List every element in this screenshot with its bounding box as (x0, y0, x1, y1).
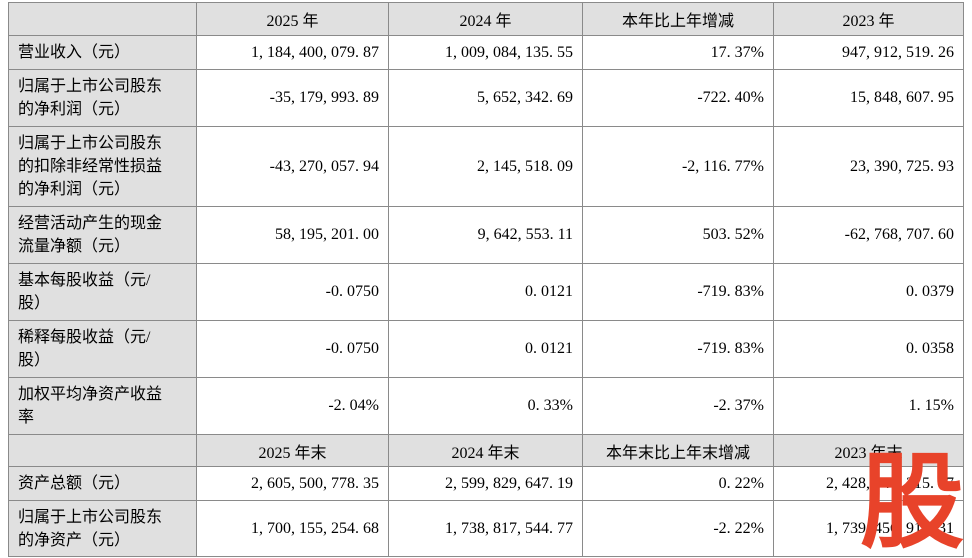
value-cell: -722. 40% (582, 69, 774, 127)
financial-summary-table: 2025 年 2024 年 本年比上年增减 2023 年 营业收入（元） 1, … (8, 2, 964, 557)
row-label: 归属于上市公司股东 的净利润（元） (8, 69, 197, 127)
value-cell: -2. 37% (582, 377, 774, 435)
value-cell: 2, 428, 047, 315. 17 (773, 466, 964, 501)
table-header-row-period: 2025 年 2024 年 本年比上年增减 2023 年 (8, 2, 964, 36)
value-cell: 0. 0121 (388, 263, 583, 321)
value-cell: 0. 33% (388, 377, 583, 435)
value-cell: 15, 848, 607. 95 (773, 69, 964, 127)
value-cell: 1, 738, 817, 544. 77 (388, 500, 583, 557)
value-cell: 1, 184, 400, 079. 87 (196, 35, 389, 70)
value-cell: 1, 009, 084, 135. 55 (388, 35, 583, 70)
value-cell: 0. 22% (582, 466, 774, 501)
value-cell: -2. 04% (196, 377, 389, 435)
value-cell: 0. 0358 (773, 320, 964, 378)
table-row-deducted-net-profit: 归属于上市公司股东 的扣除非经常性损益 的净利润（元） -43, 270, 05… (8, 126, 964, 207)
value-cell: -62, 768, 707. 60 (773, 206, 964, 264)
col-header-yoy-change: 本年比上年增减 (582, 2, 774, 36)
table-row-operating-cash-flow: 经营活动产生的现金 流量净额（元） 58, 195, 201. 00 9, 64… (8, 206, 964, 264)
value-cell: 2, 145, 518. 09 (388, 126, 583, 207)
col-header-2025: 2025 年 (196, 2, 389, 36)
col-header-2023-yearend: 2023 年末 (773, 434, 964, 467)
table-row-weighted-avg-roe: 加权平均净资产收益 率 -2. 04% 0. 33% -2. 37% 1. 15… (8, 377, 964, 435)
row-label: 稀释每股收益（元/ 股） (8, 320, 197, 378)
value-cell: 0. 0379 (773, 263, 964, 321)
corner-cell (8, 2, 197, 36)
value-cell: 2, 605, 500, 778. 35 (196, 466, 389, 501)
table-row-net-profit: 归属于上市公司股东 的净利润（元） -35, 179, 993. 89 5, 6… (8, 69, 964, 127)
value-cell: -35, 179, 993. 89 (196, 69, 389, 127)
value-cell: 503. 52% (582, 206, 774, 264)
value-cell: 17. 37% (582, 35, 774, 70)
table-header-row-yearend: 2025 年末 2024 年末 本年末比上年末增减 2023 年末 (8, 434, 964, 467)
value-cell: 1, 739, 456, 912. 31 (773, 500, 964, 557)
table-row-diluted-eps: 稀释每股收益（元/ 股） -0. 0750 0. 0121 -719. 83% … (8, 320, 964, 378)
value-cell: -2. 22% (582, 500, 774, 557)
row-label: 归属于上市公司股东 的净资产（元） (8, 500, 197, 557)
row-label: 加权平均净资产收益 率 (8, 377, 197, 435)
value-cell: 0. 0121 (388, 320, 583, 378)
value-cell: -719. 83% (582, 263, 774, 321)
value-cell: 947, 912, 519. 26 (773, 35, 964, 70)
row-label: 资产总额（元） (8, 466, 197, 501)
row-label: 营业收入（元） (8, 35, 197, 70)
value-cell: 5, 652, 342. 69 (388, 69, 583, 127)
value-cell: -0. 0750 (196, 320, 389, 378)
col-header-2025-yearend: 2025 年末 (196, 434, 389, 467)
value-cell: 1, 700, 155, 254. 68 (196, 500, 389, 557)
value-cell: 9, 642, 553. 11 (388, 206, 583, 264)
table-row-net-assets: 归属于上市公司股东 的净资产（元） 1, 700, 155, 254. 68 1… (8, 500, 964, 557)
value-cell: -43, 270, 057. 94 (196, 126, 389, 207)
value-cell: 1. 15% (773, 377, 964, 435)
value-cell: 2, 599, 829, 647. 19 (388, 466, 583, 501)
value-cell: -719. 83% (582, 320, 774, 378)
row-label: 归属于上市公司股东 的扣除非经常性损益 的净利润（元） (8, 126, 197, 207)
table-row-total-assets: 资产总额（元） 2, 605, 500, 778. 35 2, 599, 829… (8, 466, 964, 501)
table-row-basic-eps: 基本每股收益（元/ 股） -0. 0750 0. 0121 -719. 83% … (8, 263, 964, 321)
col-header-2023: 2023 年 (773, 2, 964, 36)
corner-cell (8, 434, 197, 467)
value-cell: 58, 195, 201. 00 (196, 206, 389, 264)
value-cell: -0. 0750 (196, 263, 389, 321)
col-header-2024: 2024 年 (388, 2, 583, 36)
col-header-2024-yearend: 2024 年末 (388, 434, 583, 467)
value-cell: -2, 116. 77% (582, 126, 774, 207)
row-label: 基本每股收益（元/ 股） (8, 263, 197, 321)
col-header-yearend-change: 本年末比上年末增减 (582, 434, 774, 467)
table-row-revenue: 营业收入（元） 1, 184, 400, 079. 87 1, 009, 084… (8, 35, 964, 70)
row-label: 经营活动产生的现金 流量净额（元） (8, 206, 197, 264)
value-cell: 23, 390, 725. 93 (773, 126, 964, 207)
